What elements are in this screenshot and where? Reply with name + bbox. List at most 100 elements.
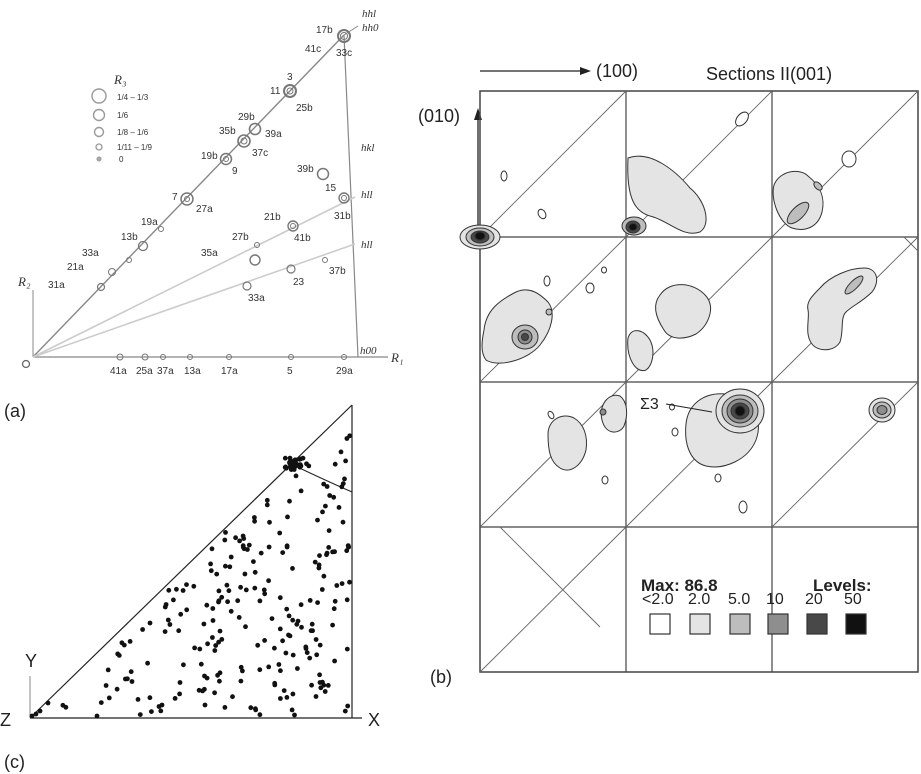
orientation-dot: [309, 682, 314, 688]
pole-circle: [126, 257, 132, 263]
diagonal-point-label: 19b: [201, 151, 218, 162]
orientation-dot: [217, 678, 222, 684]
orientation-dot: [202, 673, 207, 679]
orientation-dot: [212, 648, 218, 653]
orientation-dot: [228, 608, 234, 614]
orientation-dot: [197, 646, 203, 652]
orientation-dot: [310, 628, 315, 634]
orientation-dot: [196, 687, 202, 693]
orientation-dot: [324, 550, 330, 556]
pole-circle: [223, 156, 229, 162]
orientation-dot: [318, 685, 324, 691]
orientation-dot: [225, 599, 231, 605]
orientation-dot: [184, 582, 189, 587]
pole-circle: [226, 354, 232, 360]
orientation-dot: [116, 653, 122, 658]
orientation-dot: [222, 705, 228, 710]
orientation-dot: [338, 449, 344, 455]
inner-point-label: 39b: [297, 164, 314, 175]
legend-label-5: 0: [119, 155, 124, 164]
orientation-dot: [243, 624, 248, 630]
orientation-dot: [224, 582, 230, 588]
orientation-dot: [343, 458, 348, 464]
orientation-dot: [178, 611, 184, 617]
orientation-dot: [171, 597, 176, 603]
contour-region: [481, 289, 553, 364]
orientation-dot: [281, 688, 287, 693]
contour-region: [547, 415, 587, 471]
panel-a-hll-line-lower: [32, 243, 356, 358]
level-value-label: 50: [844, 591, 862, 608]
contour-peak: [601, 475, 609, 485]
orientation-dot: [149, 709, 154, 714]
level-swatch: [649, 613, 671, 635]
orientation-dot: [251, 559, 256, 564]
legend-circle-smallest: [96, 156, 102, 162]
orientation-dot: [287, 455, 293, 461]
orientation-dot: [210, 635, 215, 640]
orientation-dot: [103, 683, 109, 688]
contour-peak: [585, 282, 595, 294]
contour-peak: [521, 333, 529, 341]
diagonal-point-label: 11: [270, 86, 281, 97]
inner-point-label: 23: [293, 277, 305, 288]
orientation-dot: [236, 615, 242, 620]
contour-peak: [599, 408, 607, 416]
orientation-dot: [292, 712, 297, 718]
orientation-dot: [298, 602, 304, 608]
orientation-dot: [278, 668, 283, 674]
orientation-dot: [277, 530, 283, 536]
orientation-dot: [344, 597, 350, 603]
inner-point-label: 35a: [201, 248, 218, 259]
orientation-dot: [304, 650, 310, 655]
orientation-dot: [242, 571, 248, 577]
orientation-dot: [336, 505, 342, 510]
pole-circle: [248, 122, 262, 136]
caption-c: (c): [4, 752, 25, 772]
orientation-dot: [248, 705, 254, 711]
orientation-dot: [316, 565, 322, 571]
diagonal-point-label: 33a: [82, 248, 99, 259]
pole-circle: [219, 152, 233, 166]
contour-peak: [543, 275, 551, 287]
orientation-dot: [63, 704, 69, 710]
pole-circle: [237, 134, 251, 148]
r2-label: R₂: [17, 274, 31, 289]
orientation-dot: [300, 455, 306, 461]
orientation-dot: [317, 553, 322, 558]
orientation-dot: [261, 587, 267, 593]
inner-point-label: 33a: [248, 293, 265, 304]
contour-region: [627, 330, 654, 372]
orientation-dot: [272, 645, 277, 651]
contour-peak: [844, 275, 864, 295]
legend-circle-medium: [92, 108, 106, 122]
diagonal-point-label: 31a: [48, 280, 65, 291]
pole-circle: [288, 354, 294, 360]
orientation-dot: [174, 586, 179, 592]
orientation-dot: [326, 528, 332, 533]
orientation-dot: [33, 711, 39, 717]
pole-circle: [283, 84, 297, 98]
orientation-dot: [208, 561, 214, 567]
panel-a-right-edge: [343, 34, 359, 358]
axis-point-label: 17a: [221, 366, 238, 377]
orientation-dot: [315, 600, 320, 605]
orientation-dot: [37, 708, 43, 714]
orientation-dot: [208, 568, 214, 574]
orientation-dot: [127, 639, 133, 644]
orientation-dot: [306, 463, 312, 469]
orientation-dot: [289, 707, 295, 713]
orientation-dot: [277, 626, 283, 632]
orientation-dot: [284, 695, 290, 700]
orientation-dot: [280, 550, 286, 555]
level-value-label: 2.0: [688, 591, 710, 608]
orientation-dot: [219, 637, 225, 642]
diagonal-point-label: 39a: [265, 129, 282, 140]
cell-diagonal: [479, 526, 627, 673]
orientation-dot: [262, 591, 268, 597]
diagonal-point-label: 21a: [67, 262, 84, 273]
cell-cross-line: [499, 526, 601, 628]
diagonal-point-label: 25b: [296, 103, 313, 114]
corner-label-h00: h00: [360, 345, 377, 357]
orientation-dot: [252, 569, 258, 575]
